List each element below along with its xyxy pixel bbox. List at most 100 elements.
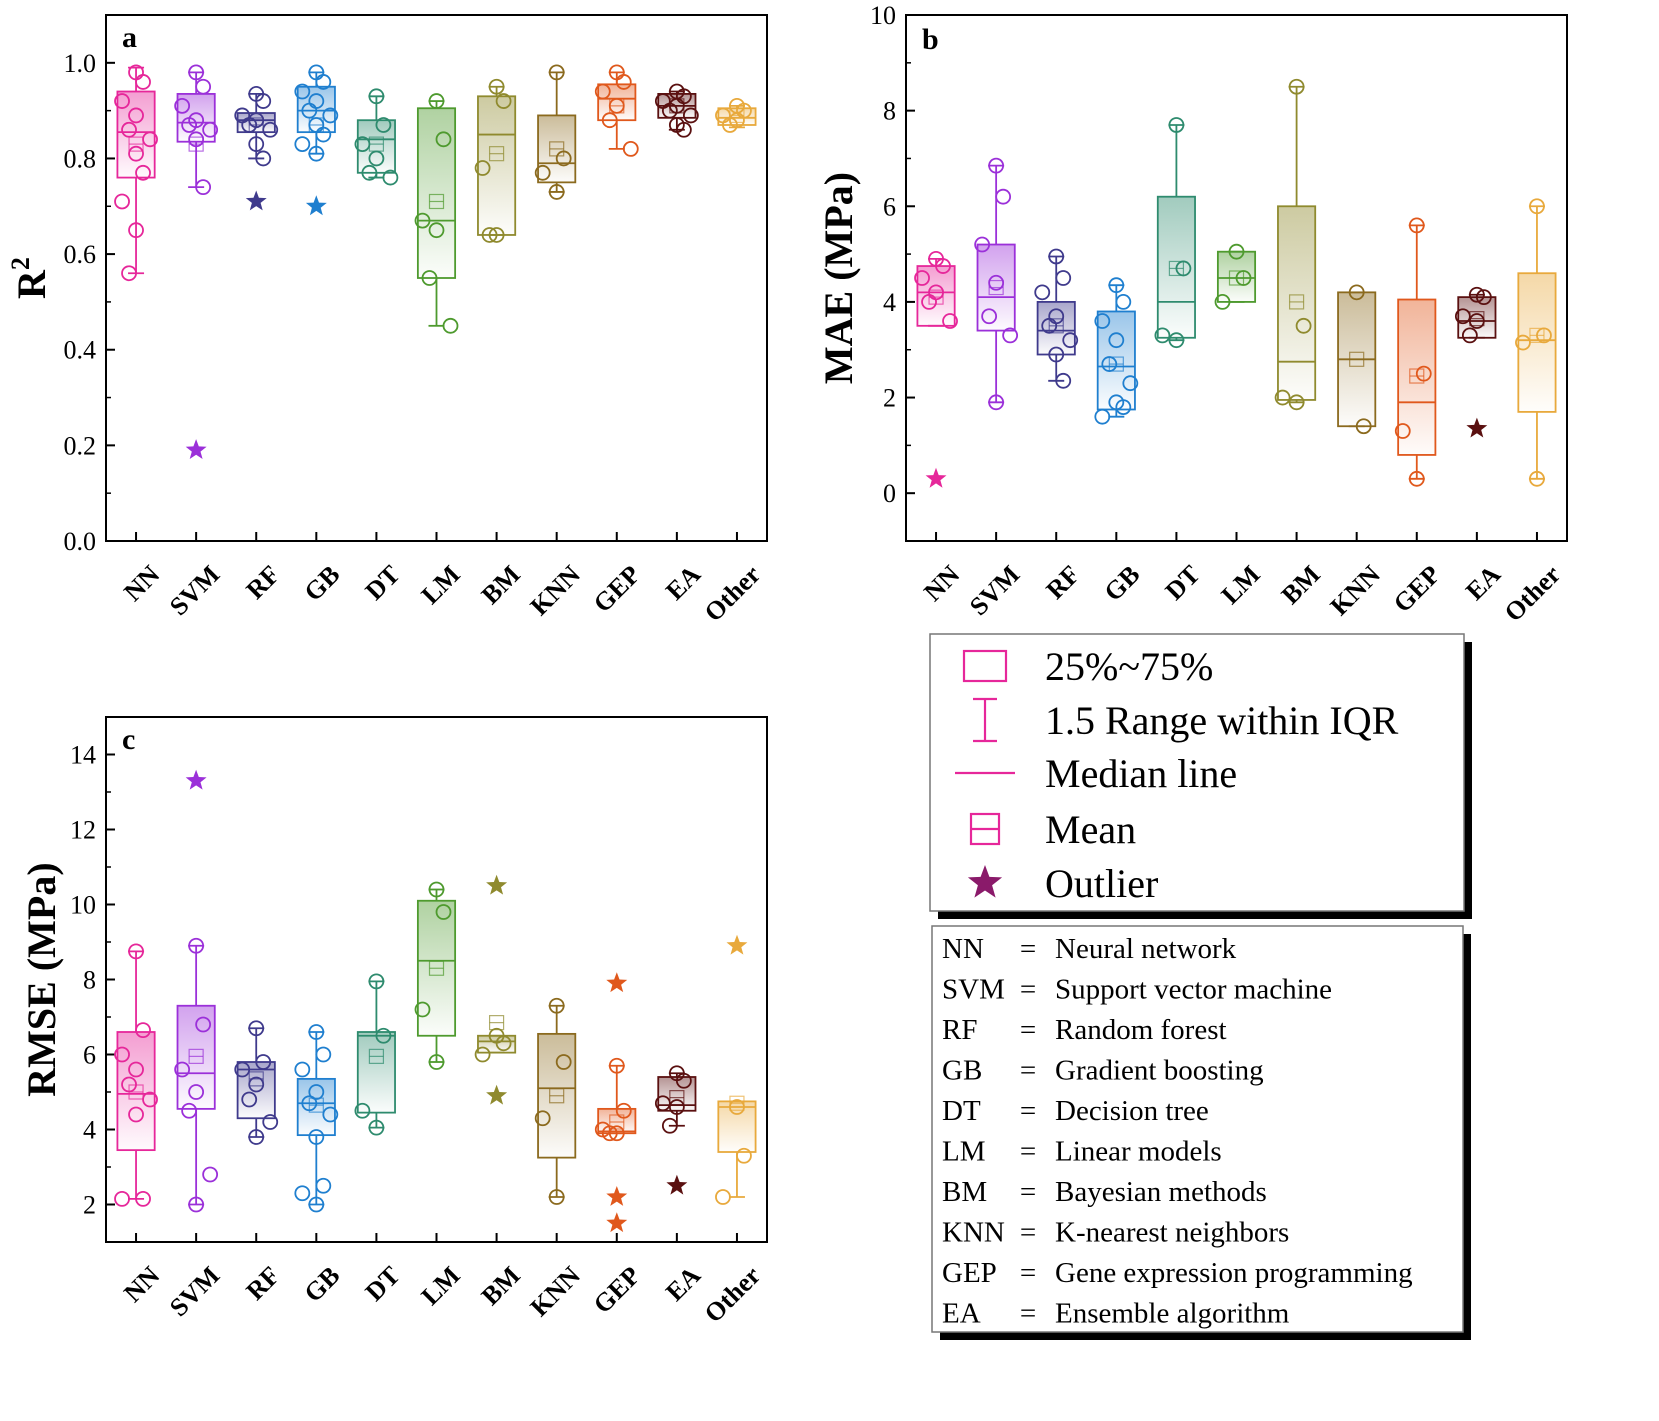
data-point: [188, 1196, 205, 1213]
abbr-row: EA = Ensemble algorithm: [942, 1298, 1290, 1330]
data-point: [294, 1185, 311, 1202]
outlier-star: [185, 769, 207, 790]
data-point: [202, 1166, 219, 1183]
data-point: [322, 1106, 339, 1123]
box-group-gep: GEP: [1388, 217, 1446, 618]
data-point: [1408, 217, 1425, 234]
data-point: [914, 270, 930, 286]
abbr-full-name: Ensemble algorithm: [1055, 1298, 1290, 1330]
data-point: [548, 64, 565, 81]
box-group-other: Other: [699, 934, 766, 1328]
category-label-nn: NN: [118, 1261, 165, 1308]
category-label-gep: GEP: [1388, 560, 1446, 618]
y-axis-title-superscript: 2: [6, 257, 35, 270]
category-label-ea: EA: [660, 560, 706, 606]
data-point: [675, 1072, 692, 1089]
box-group-lm: LM: [414, 881, 466, 1311]
panel-label: a: [122, 21, 137, 54]
data-point: [548, 184, 565, 200]
abbr-row: NN = Neural network: [942, 933, 1237, 965]
data-point: [555, 150, 572, 167]
category-label-svm: SVM: [164, 1261, 225, 1322]
data-point: [308, 1084, 325, 1100]
data-point: [135, 1190, 151, 1207]
abbr-full-name: Linear models: [1055, 1136, 1222, 1168]
y-tick-label: 0: [883, 479, 896, 508]
legend-label: 1.5 Range within IQR: [1045, 698, 1399, 743]
box-group-svm: SVM: [164, 769, 225, 1322]
data-point: [601, 112, 618, 129]
data-point: [1454, 308, 1471, 325]
box-group-svm: SVM: [964, 157, 1025, 621]
category-label-ea: EA: [660, 1261, 706, 1307]
category-label-nn: NN: [118, 560, 165, 607]
abbr-equals: =: [1020, 933, 1036, 965]
box-group-knn: KNN: [1325, 284, 1386, 621]
abbr-code: GEP: [942, 1257, 997, 1289]
data-point: [382, 169, 399, 186]
category-label-lm: LM: [416, 560, 466, 610]
data-point: [615, 1102, 632, 1119]
data-point: [368, 88, 385, 105]
category-label-other: Other: [699, 1261, 766, 1328]
abbr-code: BM: [942, 1176, 987, 1208]
abbr-equals: =: [1020, 1055, 1036, 1087]
data-point: [474, 1046, 491, 1063]
abbr-code: GB: [942, 1055, 982, 1087]
data-point: [1529, 470, 1545, 487]
data-point: [1168, 117, 1185, 133]
data-point: [428, 222, 445, 239]
data-point: [255, 1054, 272, 1070]
data-point: [1288, 394, 1305, 411]
abbr-equals: =: [1020, 1217, 1036, 1249]
data-point: [608, 97, 625, 114]
outlier-star: [305, 195, 327, 216]
data-point: [121, 265, 137, 282]
data-point: [661, 102, 678, 119]
panel-label: b: [922, 23, 939, 56]
category-label-gb: GB: [298, 1261, 345, 1308]
data-point: [142, 131, 158, 148]
abbr-row: SVM = Support vector machine: [942, 974, 1332, 1006]
category-label-dt: DT: [1160, 560, 1206, 606]
legend-frame: [929, 633, 1465, 912]
data-point: [202, 121, 219, 138]
data-point: [1415, 365, 1432, 382]
data-point: [1175, 260, 1192, 277]
category-label-svm: SVM: [164, 560, 225, 621]
abbr-row: KNN = K-nearest neighbors: [942, 1217, 1289, 1249]
data-point: [135, 1022, 151, 1039]
data-point: [315, 126, 332, 143]
data-point: [241, 117, 258, 133]
category-label-other: Other: [1499, 560, 1566, 627]
data-point: [1168, 332, 1185, 349]
data-point: [114, 193, 130, 210]
abbr-equals: =: [1020, 1095, 1036, 1127]
legend-label: Mean: [1045, 807, 1136, 852]
box-group-ea: EA: [654, 83, 706, 606]
data-point: [722, 117, 738, 133]
data-point: [435, 131, 452, 148]
y-tick-label: 0.8: [64, 144, 97, 173]
data-point: [608, 1057, 625, 1074]
abbr-code: RF: [942, 1014, 977, 1046]
data-point: [301, 1095, 318, 1112]
data-point: [981, 308, 998, 325]
data-point: [548, 997, 565, 1014]
abbr-code: DT: [942, 1095, 981, 1127]
data-point: [1475, 289, 1492, 306]
legend-item-star: Outlier: [967, 861, 1158, 906]
category-label-rf: RF: [1040, 560, 1085, 605]
legend-item-box: 25%~75%: [962, 644, 1213, 689]
data-point: [322, 107, 339, 124]
data-point: [128, 1061, 144, 1078]
box-group-rf: RF: [1034, 248, 1085, 605]
box-group-ea: EA: [654, 1065, 706, 1307]
data-point: [1355, 418, 1372, 435]
data-point: [234, 1061, 251, 1078]
data-point: [661, 1117, 678, 1134]
data-point: [361, 164, 378, 181]
outlier-star: [486, 874, 508, 895]
outlier-star: [606, 972, 628, 993]
